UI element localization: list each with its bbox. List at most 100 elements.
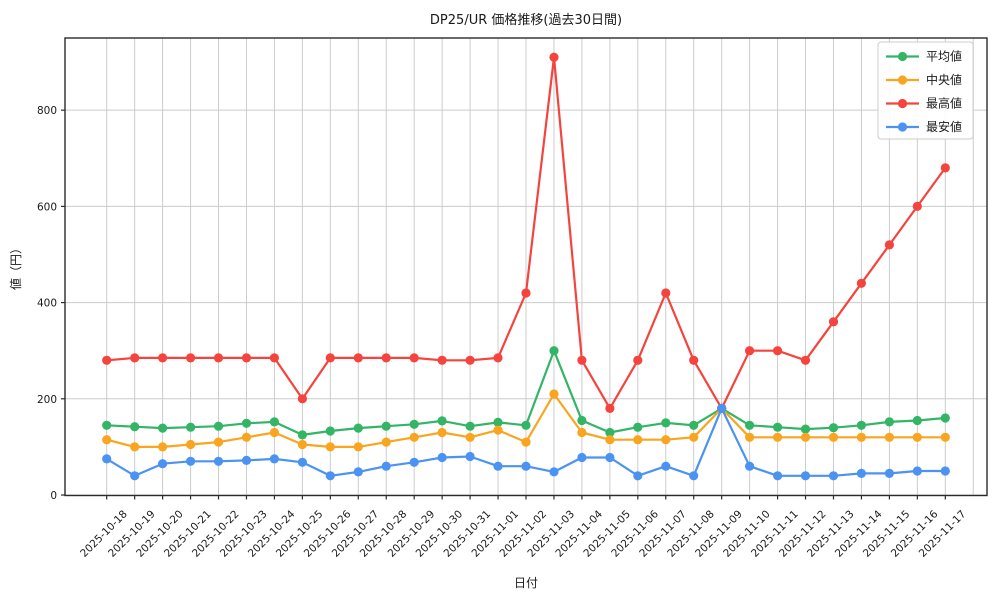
data-point-min bbox=[661, 461, 671, 471]
data-point-min bbox=[241, 455, 252, 465]
data-point-median bbox=[689, 432, 699, 442]
data-point-max bbox=[437, 355, 447, 365]
data-point-max bbox=[186, 353, 196, 363]
data-point-min bbox=[745, 461, 755, 471]
legend-marker-max bbox=[897, 98, 908, 109]
legend-marker-min bbox=[897, 122, 908, 132]
data-point-median bbox=[241, 432, 252, 442]
legend-box bbox=[877, 41, 974, 140]
data-point-mean bbox=[940, 413, 950, 423]
data-point-max bbox=[884, 240, 895, 250]
data-point-max bbox=[465, 355, 475, 365]
data-point-min bbox=[912, 466, 922, 476]
data-point-mean bbox=[297, 430, 307, 440]
data-point-median bbox=[437, 427, 447, 438]
data-point-min bbox=[856, 468, 867, 478]
legend-label-mean: 平均値 bbox=[926, 49, 962, 64]
data-point-mean bbox=[661, 418, 671, 428]
data-point-median bbox=[465, 432, 475, 442]
data-point-max bbox=[493, 353, 503, 363]
data-point-median bbox=[186, 439, 196, 450]
data-point-median bbox=[605, 435, 615, 445]
data-point-min bbox=[102, 454, 112, 464]
data-point-median bbox=[661, 435, 671, 445]
y-tick-label: 0 bbox=[50, 490, 57, 502]
data-point-min bbox=[297, 457, 307, 467]
series-layer bbox=[102, 52, 950, 481]
data-point-median bbox=[158, 442, 168, 452]
data-point-min bbox=[269, 454, 279, 464]
data-point-mean bbox=[800, 424, 811, 434]
data-point-min bbox=[717, 403, 727, 413]
data-point-median bbox=[493, 425, 503, 435]
legend-marker-mean bbox=[897, 51, 908, 62]
data-point-max bbox=[409, 353, 419, 363]
data-point-mean bbox=[912, 415, 922, 426]
data-point-median bbox=[325, 442, 335, 452]
data-point-mean bbox=[465, 421, 475, 431]
data-point-mean bbox=[381, 421, 391, 431]
data-point-mean bbox=[213, 421, 224, 431]
data-point-max bbox=[577, 355, 587, 365]
data-point-mean bbox=[577, 415, 587, 426]
data-point-mean bbox=[773, 422, 783, 432]
data-point-median bbox=[884, 432, 895, 442]
data-point-median bbox=[269, 427, 279, 438]
y-tick-label: 400 bbox=[37, 298, 57, 310]
data-point-mean bbox=[828, 423, 839, 433]
data-point-min bbox=[158, 459, 168, 469]
y-tick-label: 600 bbox=[37, 201, 57, 213]
data-point-max bbox=[325, 353, 335, 363]
data-point-min bbox=[353, 467, 363, 477]
data-point-median bbox=[856, 432, 867, 442]
data-point-max bbox=[381, 353, 391, 363]
data-point-min bbox=[437, 452, 447, 463]
data-point-median bbox=[912, 432, 922, 442]
data-point-median bbox=[381, 437, 391, 447]
data-point-max bbox=[661, 288, 671, 298]
data-point-min bbox=[689, 471, 699, 481]
chart-title: DP25/UR 価格推移(過去30日間) bbox=[430, 12, 622, 28]
data-point-min bbox=[186, 456, 196, 466]
data-point-median bbox=[130, 442, 140, 452]
data-point-median bbox=[297, 439, 307, 450]
data-point-max bbox=[130, 353, 140, 363]
data-point-max bbox=[633, 355, 643, 365]
data-point-min bbox=[884, 468, 895, 478]
legend-label-median: 中央値 bbox=[926, 72, 962, 87]
data-point-min bbox=[828, 471, 839, 481]
data-point-max bbox=[912, 201, 922, 211]
data-point-max bbox=[353, 353, 363, 363]
data-point-max bbox=[521, 288, 531, 298]
legend-marker-median bbox=[897, 75, 908, 85]
data-point-mean bbox=[325, 426, 335, 436]
data-point-min bbox=[549, 467, 559, 477]
data-point-mean bbox=[353, 423, 363, 433]
data-point-median bbox=[521, 437, 531, 447]
data-point-max bbox=[241, 353, 252, 363]
data-point-median bbox=[800, 432, 811, 442]
data-point-mean bbox=[549, 346, 559, 356]
data-point-min bbox=[381, 461, 391, 471]
data-point-mean bbox=[102, 420, 112, 430]
legend-label-max: 最高値 bbox=[926, 96, 962, 111]
data-point-max bbox=[549, 52, 559, 62]
data-point-max bbox=[269, 353, 279, 363]
data-point-median bbox=[828, 432, 839, 442]
data-point-min bbox=[940, 466, 950, 476]
data-point-min bbox=[409, 457, 419, 467]
data-point-mean bbox=[605, 427, 615, 438]
data-point-median bbox=[213, 437, 224, 447]
data-point-min bbox=[577, 452, 587, 463]
data-point-mean bbox=[493, 417, 503, 427]
data-point-median bbox=[940, 432, 950, 442]
data-point-max bbox=[605, 403, 615, 413]
data-point-min bbox=[800, 471, 811, 481]
x-axis-label: 日付 bbox=[514, 576, 538, 590]
data-point-median bbox=[353, 442, 363, 452]
data-point-min bbox=[130, 471, 140, 481]
data-point-mean bbox=[130, 422, 140, 432]
data-point-median bbox=[549, 389, 559, 399]
data-point-min bbox=[521, 461, 531, 471]
